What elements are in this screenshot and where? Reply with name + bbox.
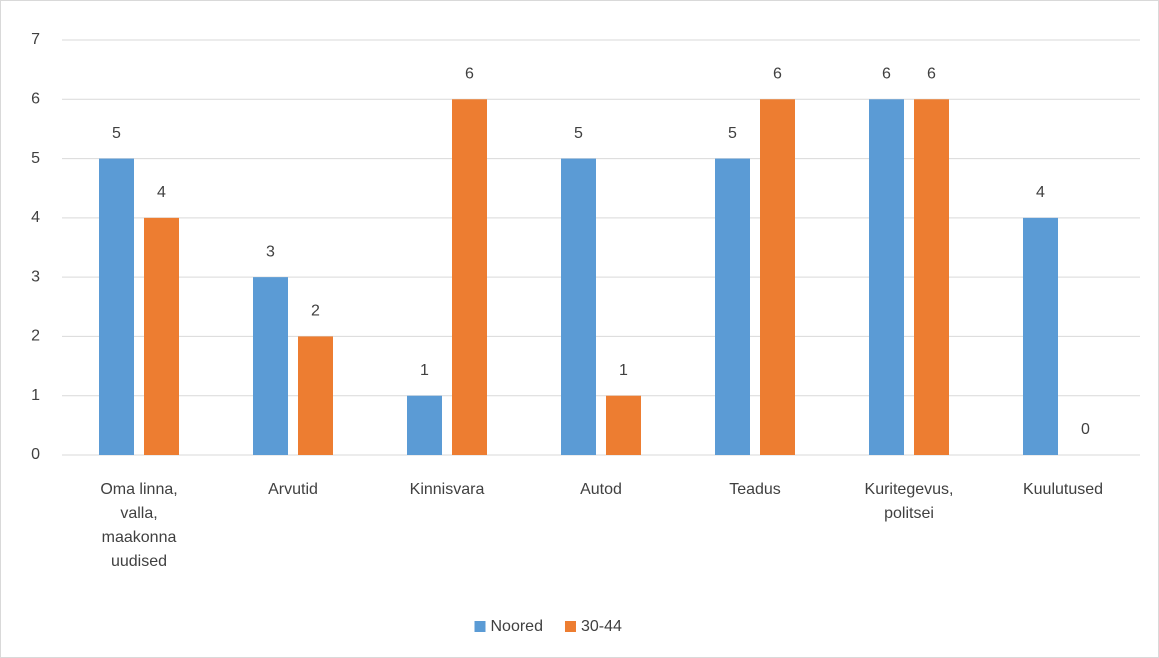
x-tick-label: Kuulutused (1023, 481, 1103, 498)
data-label: 1 (619, 362, 628, 379)
legend-label: 30-44 (581, 618, 622, 635)
legend-swatch (474, 621, 486, 632)
x-tick-label: Arvutid (268, 481, 318, 498)
bar (561, 158, 596, 456)
bar (606, 395, 641, 455)
data-label: 2 (311, 303, 320, 320)
y-tick-label: 7 (31, 31, 40, 48)
bar (144, 217, 179, 455)
data-label: 6 (773, 66, 782, 83)
y-tick-label: 3 (31, 268, 40, 285)
bar (715, 158, 750, 456)
x-tick-label: Kuritegevus, politsei (865, 481, 954, 522)
data-label: 5 (574, 125, 583, 142)
data-label: 4 (1036, 184, 1045, 201)
data-label: 6 (882, 66, 891, 83)
x-tick-label: Autod (580, 481, 622, 498)
y-tick-label: 1 (31, 387, 40, 404)
x-tick-label: Oma linna, valla, maakonna uudised (100, 481, 177, 570)
data-label: 6 (927, 66, 936, 83)
data-label: 5 (112, 125, 121, 142)
data-label: 6 (465, 66, 474, 83)
legend-label: Noored (491, 618, 543, 635)
y-tick-label: 0 (31, 446, 40, 463)
bar (452, 99, 487, 456)
y-tick-label: 5 (31, 150, 40, 167)
bar (298, 336, 333, 455)
bar (760, 99, 795, 456)
bar (99, 158, 134, 456)
y-tick-label: 4 (31, 209, 40, 226)
y-tick-label: 6 (31, 91, 40, 108)
legend-swatch (564, 621, 576, 632)
bar (253, 277, 288, 455)
data-label: 4 (157, 184, 166, 201)
y-tick-label: 2 (31, 328, 40, 345)
data-label: 1 (420, 362, 429, 379)
data-label: 5 (728, 125, 737, 142)
bar (914, 99, 949, 456)
data-label: 0 (1081, 421, 1090, 438)
bar (407, 395, 442, 455)
data-label: 3 (266, 243, 275, 260)
x-tick-label: Kinnisvara (410, 481, 485, 498)
bar (869, 99, 904, 456)
x-tick-label: Teadus (729, 481, 781, 498)
bar (1023, 217, 1058, 455)
